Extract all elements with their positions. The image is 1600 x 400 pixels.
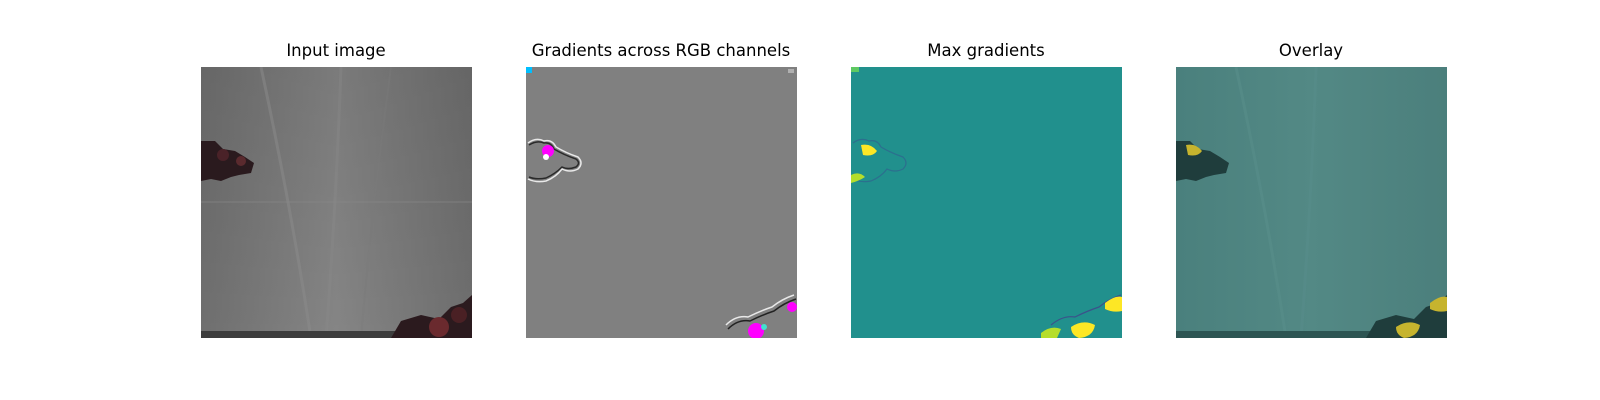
object-left [201,141,254,181]
hotspot-bottom [1071,322,1095,338]
input-image [201,67,472,338]
hotspot-left [861,144,877,156]
max-gradients-panel [851,67,1122,338]
overlay-panel [1176,67,1447,338]
max-gradient-heatmap [851,67,1122,338]
input-image-panel [201,67,472,338]
rgb-gradient-map [526,67,797,338]
magenta-blob-bottom [748,323,764,338]
panel-title-max-gradients: Max gradients [927,41,1045,60]
panel-title-input-image: Input image [286,41,386,60]
panel-title-overlay: Overlay [1278,41,1344,60]
rgb-gradients-panel [526,67,797,338]
gradient-overlay [1176,67,1447,338]
panel-title-rgb-gradients: Gradients across RGB channels [531,41,791,60]
object-bottom-right [391,295,472,338]
magenta-blob-left [542,145,554,157]
